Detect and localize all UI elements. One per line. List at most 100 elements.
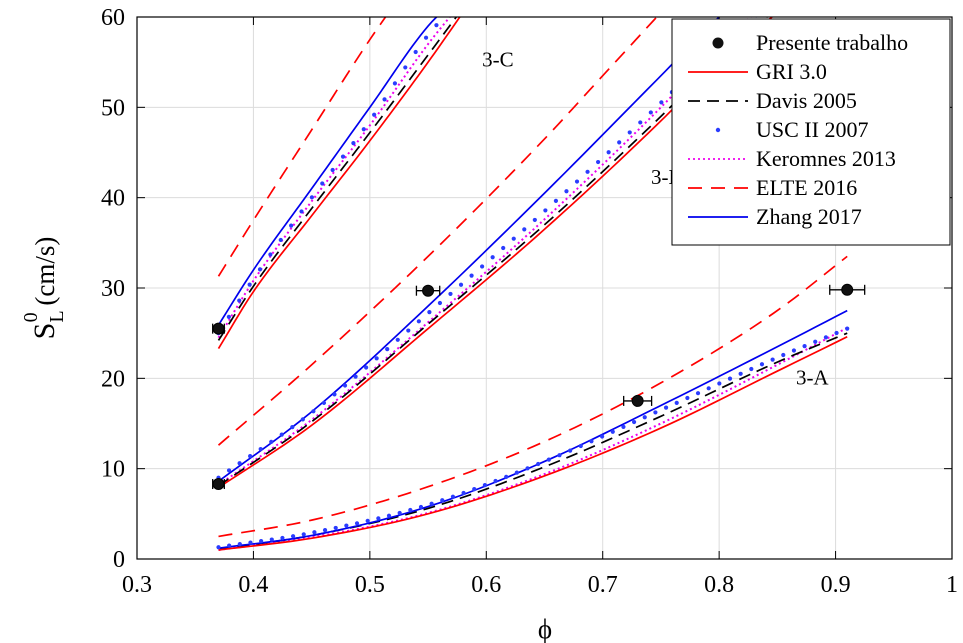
y-axis-main: S	[28, 323, 61, 340]
series-point-usc-ii-2007-3-c	[372, 112, 377, 117]
x-tick-label: 0.4	[238, 572, 268, 598]
series-point-usc-ii-2007-3-b	[342, 383, 348, 388]
series-point-usc-ii-2007-3-b	[321, 400, 327, 406]
series-point-usc-ii-2007-3-a	[322, 528, 328, 533]
series-point-usc-ii-2007-3-a	[578, 443, 583, 449]
series-point-usc-ii-2007-3-c	[413, 49, 418, 55]
series-point-usc-ii-2007-3-a	[802, 344, 807, 349]
x-tick-label: 0.5	[355, 572, 385, 598]
series-point-usc-ii-2007-3-a	[610, 429, 615, 434]
series-point-usc-ii-2007-3-b	[311, 409, 316, 414]
y-axis-sup: 0	[20, 312, 42, 322]
series-point-usc-ii-2007-3-a	[514, 470, 519, 475]
group-label-3-c: 3-C	[482, 48, 514, 72]
series-point-usc-ii-2007-3-b	[648, 110, 653, 115]
series-point-usc-ii-2007-3-a	[738, 371, 743, 376]
series-point-usc-ii-2007-3-a	[845, 326, 850, 331]
series-point-usc-ii-2007-3-c	[237, 298, 242, 303]
series-point-usc-ii-2007-3-a	[237, 542, 242, 547]
series-point-usc-ii-2007-3-c	[309, 195, 314, 200]
experimental-marker	[212, 478, 225, 491]
svg-text:SL0 (cm/s): SL0 (cm/s)	[20, 237, 68, 340]
experimental-marker	[212, 322, 225, 335]
y-tick-label: 40	[101, 186, 125, 212]
series-point-usc-ii-2007-3-b	[353, 374, 358, 379]
series-point-usc-ii-2007-3-a	[823, 335, 829, 340]
series-line-elte-2016-3-a	[218, 255, 848, 538]
series-point-usc-ii-2007-3-a	[759, 362, 765, 367]
series-keromnes-2013	[217, 17, 848, 551]
series-point-usc-ii-2007-3-a	[653, 410, 658, 415]
series-point-usc-ii-2007-3-a	[674, 400, 679, 405]
experimental-point	[829, 283, 866, 296]
series-point-usc-ii-2007-3-a	[791, 348, 797, 353]
series-point-usc-ii-2007-3-b	[437, 300, 443, 306]
series-point-usc-ii-2007-3-b	[606, 150, 611, 155]
series-point-usc-ii-2007-3-a	[663, 405, 669, 410]
y-tick-label: 30	[101, 276, 125, 302]
series-point-usc-ii-2007-3-a	[408, 507, 413, 513]
x-tick-label: 0.7	[588, 572, 618, 598]
series-point-usc-ii-2007-3-a	[397, 510, 402, 516]
series-point-usc-ii-2007-3-a	[333, 525, 338, 531]
series-point-usc-ii-2007-3-a	[429, 501, 434, 506]
series-line-elte-2016-3-b	[217, 17, 658, 446]
series-point-usc-ii-2007-3-a	[706, 386, 711, 391]
series-point-usc-ii-2007-3-b	[427, 310, 432, 315]
experimental-point	[212, 322, 225, 335]
series-point-usc-ii-2007-3-b	[406, 328, 411, 333]
x-tick-label: 0.9	[821, 572, 851, 598]
series-line-zhang-2017-3-c	[217, 17, 438, 326]
series-point-usc-ii-2007-3-b	[543, 208, 548, 213]
series-point-usc-ii-2007-3-c	[455, 1, 459, 5]
experimental-point	[415, 284, 441, 297]
y-tick-label: 50	[101, 95, 125, 121]
series-point-usc-ii-2007-3-a	[440, 498, 445, 503]
series-point-usc-ii-2007-3-b	[638, 120, 643, 125]
legend-swatch-marker	[712, 37, 724, 49]
series-point-usc-ii-2007-3-a	[834, 330, 839, 336]
series-point-usc-ii-2007-3-a	[546, 457, 551, 462]
series-line-zhang-2017-3-a	[218, 309, 848, 550]
series-point-usc-ii-2007-3-b	[458, 282, 464, 287]
y-tick-label: 20	[101, 366, 125, 392]
series-point-usc-ii-2007-3-b	[448, 291, 453, 297]
series-point-usc-ii-2007-3-a	[600, 434, 605, 439]
experimental-point	[212, 478, 225, 491]
legend-entry-davis-2005: Davis 2005	[688, 88, 857, 113]
series-point-usc-ii-2007-3-b	[522, 227, 527, 232]
series-point-usc-ii-2007-3-a	[450, 494, 456, 499]
legend-label: GRI 3.0	[756, 59, 827, 84]
series-point-usc-ii-2007-3-a	[504, 474, 509, 479]
series-point-usc-ii-2007-3-a	[813, 339, 818, 344]
series-line-gri-3-0-3-c	[217, 17, 461, 349]
series-point-usc-ii-2007-3-c	[226, 314, 231, 319]
legend: Presente trabalho GRI 3.0 Davis 2005 USC II…	[671, 18, 951, 246]
series-point-usc-ii-2007-3-a	[695, 391, 701, 396]
series-point-usc-ii-2007-3-a	[354, 521, 360, 526]
series-point-usc-ii-2007-3-b	[332, 392, 337, 397]
legend-entry-usc-ii-2007: USC II 2007	[715, 117, 868, 142]
series-point-usc-ii-2007-3-b	[364, 365, 369, 370]
series-point-usc-ii-2007-3-a	[717, 381, 722, 386]
legend-entry-zhang-2017: Zhang 2017	[688, 204, 862, 229]
series-point-usc-ii-2007-3-a	[482, 483, 488, 488]
series-point-usc-ii-2007-3-a	[472, 486, 477, 492]
series-point-usc-ii-2007-3-a	[781, 352, 786, 358]
y-tick-label: 60	[101, 5, 125, 31]
series-point-usc-ii-2007-3-c	[320, 181, 325, 186]
series-point-usc-ii-2007-3-c	[247, 282, 252, 287]
series-point-usc-ii-2007-3-a	[493, 478, 498, 484]
series-point-usc-ii-2007-3-a	[376, 516, 381, 521]
series-line-davis-2005-3-c	[217, 17, 458, 341]
series-point-usc-ii-2007-3-b	[617, 140, 622, 145]
series-point-usc-ii-2007-3-c	[257, 267, 263, 272]
series-point-usc-ii-2007-3-a	[365, 518, 370, 523]
series-point-usc-ii-2007-3-b	[490, 255, 495, 260]
x-tick-label: 0.8	[704, 572, 734, 598]
y-axis-title: SL0 (cm/s)	[20, 237, 68, 340]
series-point-usc-ii-2007-3-c	[403, 65, 408, 70]
experimental-point	[623, 394, 653, 407]
series-point-usc-ii-2007-3-c	[445, 12, 449, 16]
